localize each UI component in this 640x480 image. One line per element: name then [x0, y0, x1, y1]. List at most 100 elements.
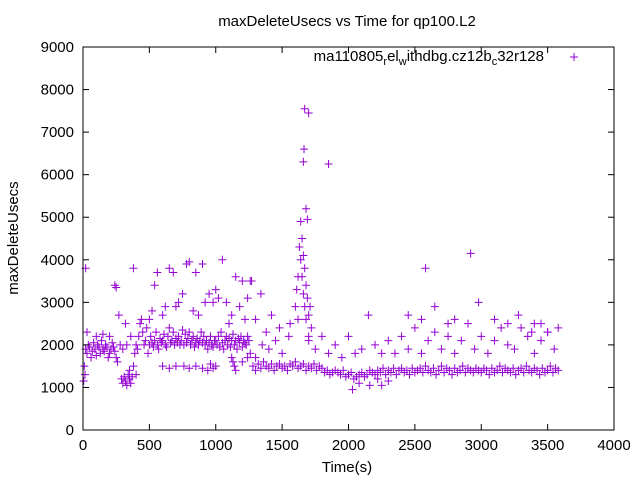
data-point	[405, 370, 414, 379]
data-point	[416, 364, 425, 373]
data-point	[424, 336, 433, 345]
data-point	[357, 345, 366, 354]
data-point	[256, 289, 265, 298]
data-point	[298, 272, 307, 281]
data-point	[364, 311, 373, 320]
data-point	[536, 319, 545, 328]
data-point	[304, 108, 313, 117]
data-point	[302, 315, 311, 324]
data-point	[348, 385, 357, 394]
data-points	[79, 104, 563, 394]
y-axis-ticks: 0 1000 2000 3000 4000 5000 6000 7000 8000 9000	[41, 39, 614, 439]
data-point	[198, 364, 207, 373]
data-point	[302, 366, 311, 375]
data-point	[178, 325, 187, 334]
data-point	[404, 345, 413, 354]
data-point	[126, 332, 135, 341]
data-point	[493, 366, 502, 375]
data-point	[379, 364, 388, 373]
data-point	[503, 319, 512, 328]
data-point	[238, 357, 247, 366]
data-point	[381, 370, 390, 379]
data-point	[267, 360, 276, 369]
data-point	[179, 362, 188, 371]
data-point	[543, 328, 552, 337]
data-point	[108, 338, 117, 347]
data-point	[296, 217, 305, 226]
y-tick-label: 1000	[41, 379, 74, 396]
data-point	[211, 285, 220, 294]
data-point	[225, 319, 234, 328]
data-point	[530, 349, 539, 358]
data-point	[254, 360, 263, 369]
y-tick-label: 6000	[41, 167, 74, 184]
data-point	[426, 368, 435, 377]
x-tick-label: 2000	[332, 437, 365, 454]
data-point	[80, 362, 89, 371]
data-point	[158, 311, 167, 320]
data-point	[498, 368, 507, 377]
data-point	[138, 328, 147, 337]
data-point	[434, 366, 443, 375]
data-point	[278, 349, 287, 358]
data-point	[371, 370, 380, 379]
data-point	[231, 272, 240, 281]
data-point	[163, 332, 172, 341]
legend-label-part: c	[492, 56, 498, 68]
data-point	[519, 368, 528, 377]
data-point	[198, 260, 207, 269]
data-point	[264, 364, 273, 373]
data-point	[363, 370, 372, 379]
data-point	[101, 340, 110, 349]
data-point	[211, 336, 220, 345]
data-point	[417, 315, 426, 324]
data-point	[98, 330, 107, 339]
data-point	[324, 160, 333, 169]
data-point	[548, 368, 557, 377]
data-point	[90, 345, 99, 354]
data-point	[275, 360, 284, 369]
data-point	[100, 347, 109, 356]
data-point	[120, 372, 129, 381]
y-tick-label: 0	[66, 422, 74, 439]
data-point	[185, 328, 194, 337]
data-point	[242, 340, 251, 349]
data-point	[126, 379, 135, 388]
data-point	[554, 323, 563, 332]
data-point	[113, 357, 122, 366]
data-point	[536, 336, 545, 345]
x-tick-label: 2500	[398, 437, 431, 454]
data-point	[114, 311, 123, 320]
data-point	[450, 349, 459, 358]
data-point	[517, 364, 526, 373]
data-point	[97, 336, 106, 345]
data-point	[256, 364, 265, 373]
data-point	[482, 366, 491, 375]
y-tick-label: 4000	[41, 252, 74, 269]
data-point	[477, 368, 486, 377]
data-point	[275, 323, 284, 332]
data-point	[132, 340, 141, 349]
data-point	[229, 357, 238, 366]
x-tick-label: 4000	[597, 437, 630, 454]
data-point	[503, 340, 512, 349]
data-point	[121, 319, 130, 328]
data-point	[150, 281, 159, 290]
y-tick-label: 2000	[41, 337, 74, 354]
data-point	[299, 251, 308, 260]
data-point	[240, 315, 249, 324]
data-point	[292, 285, 301, 294]
data-point	[440, 368, 449, 377]
data-point	[128, 372, 137, 381]
data-point	[386, 368, 395, 377]
data-point	[384, 336, 393, 345]
data-point	[110, 281, 119, 290]
data-point	[444, 319, 453, 328]
data-point	[490, 336, 499, 345]
data-point	[248, 362, 257, 371]
data-point	[487, 364, 496, 373]
data-point	[177, 336, 186, 345]
data-point	[271, 336, 280, 345]
data-point	[523, 332, 532, 341]
